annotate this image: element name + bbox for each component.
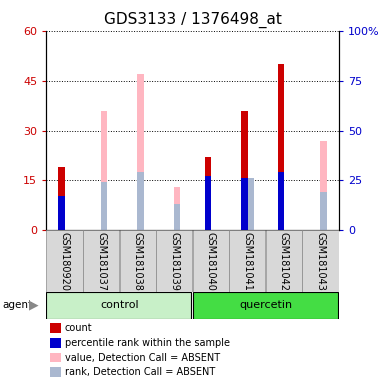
Text: quercetin: quercetin [239, 300, 292, 310]
Text: GSM181040: GSM181040 [206, 232, 216, 291]
Bar [241, 111, 248, 230]
Bar [119, 230, 156, 292]
Text: rank, Detection Call = ABSENT: rank, Detection Call = ABSENT [65, 367, 215, 377]
Bar [58, 197, 65, 230]
Bar [137, 172, 144, 230]
Bar [278, 172, 284, 230]
Bar [137, 74, 144, 230]
Text: GSM181042: GSM181042 [279, 232, 289, 291]
Text: GSM181038: GSM181038 [133, 232, 142, 291]
Text: GSM181041: GSM181041 [243, 232, 252, 291]
Text: value, Detection Call = ABSENT: value, Detection Call = ABSENT [65, 353, 220, 362]
Text: GSM180920: GSM180920 [60, 232, 69, 291]
Text: count: count [65, 323, 92, 333]
Bar [204, 177, 211, 230]
Bar [204, 157, 211, 230]
Bar [83, 230, 119, 292]
Text: control: control [100, 300, 139, 310]
Bar [229, 230, 266, 292]
Bar [192, 230, 229, 292]
Bar [101, 111, 107, 230]
Bar [58, 167, 65, 230]
Bar [192, 292, 338, 319]
Bar [320, 192, 327, 230]
Text: ▶: ▶ [29, 299, 38, 312]
Bar [46, 292, 191, 319]
Bar [101, 182, 107, 230]
Bar [266, 230, 302, 292]
Text: GSM181039: GSM181039 [169, 232, 179, 291]
Title: GDS3133 / 1376498_at: GDS3133 / 1376498_at [104, 12, 281, 28]
Bar [302, 230, 339, 292]
Bar [174, 187, 181, 230]
Bar [320, 141, 327, 230]
Bar [241, 179, 248, 230]
Bar [156, 230, 192, 292]
Bar [278, 64, 284, 230]
Text: agent: agent [2, 300, 32, 310]
Text: GSM181037: GSM181037 [96, 232, 106, 291]
Bar [247, 179, 254, 230]
Text: GSM181043: GSM181043 [316, 232, 325, 291]
Bar [46, 230, 83, 292]
Text: percentile rank within the sample: percentile rank within the sample [65, 338, 230, 348]
Bar [174, 204, 181, 230]
